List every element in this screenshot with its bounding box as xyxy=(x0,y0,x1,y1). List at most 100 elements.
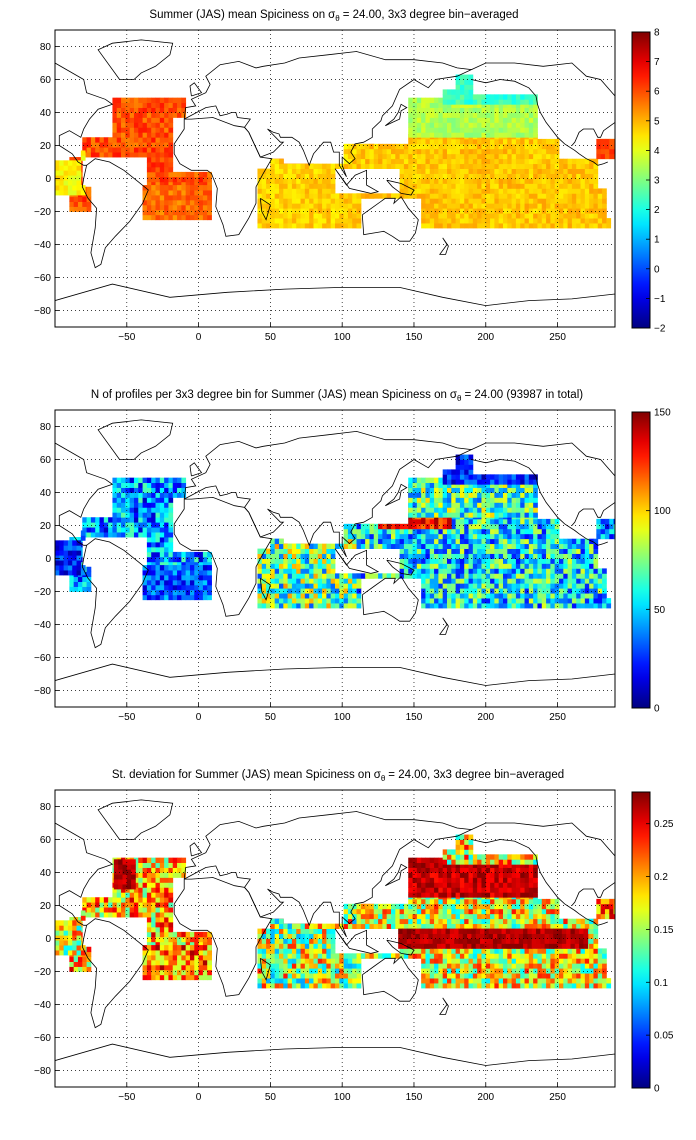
heatmap-cell xyxy=(515,588,521,594)
heatmap-cell xyxy=(172,214,178,221)
heatmap-cell xyxy=(494,203,500,209)
heatmap-cell xyxy=(459,138,465,145)
heatmap-cell xyxy=(490,507,495,513)
heatmap-cell xyxy=(494,578,500,584)
heatmap-cell xyxy=(507,568,513,574)
heatmap-cell xyxy=(159,912,165,918)
heatmap-cell xyxy=(99,527,105,533)
heatmap-cell xyxy=(55,160,60,166)
heatmap-cell xyxy=(464,143,469,150)
heatmap-cell xyxy=(507,548,513,554)
heatmap-cell xyxy=(369,543,375,549)
heatmap-cell xyxy=(533,203,538,209)
heatmap-cell xyxy=(369,158,375,165)
heatmap-cell xyxy=(151,907,156,913)
heatmap-cell xyxy=(138,512,143,518)
heatmap-cell xyxy=(168,912,174,918)
heatmap-cell xyxy=(546,218,551,224)
heatmap-cell xyxy=(118,859,123,865)
heatmap-cell xyxy=(554,553,560,559)
heatmap-cell xyxy=(541,213,547,219)
heatmap-cell xyxy=(425,568,431,574)
heatmap-cell xyxy=(442,117,448,123)
heatmap-cell xyxy=(455,492,461,498)
heatmap-cell xyxy=(207,561,212,568)
heatmap-cell xyxy=(261,173,267,179)
heatmap-cell xyxy=(507,127,513,133)
heatmap-cell xyxy=(356,538,362,545)
heatmap-cell xyxy=(159,190,165,196)
heatmap-cell xyxy=(546,543,551,549)
heatmap-cell xyxy=(554,543,560,549)
heatmap-cell xyxy=(270,583,276,589)
heatmap-cell xyxy=(207,199,212,206)
heatmap-cell xyxy=(116,122,122,128)
heatmap-cell xyxy=(455,198,461,204)
heatmap-cell xyxy=(524,153,530,160)
heatmap-cell xyxy=(528,107,534,113)
heatmap-cell xyxy=(177,931,182,938)
heatmap-cell xyxy=(477,148,482,155)
heatmap-cell xyxy=(580,168,586,174)
heatmap-cell xyxy=(168,152,174,158)
heatmap-cell xyxy=(576,563,581,569)
heatmap-cell xyxy=(391,523,396,530)
heatmap-cell xyxy=(438,223,444,229)
heatmap-cell xyxy=(138,137,143,143)
heatmap-cell xyxy=(447,132,452,138)
heatmap-cell xyxy=(429,492,435,498)
heatmap-cell xyxy=(63,190,69,196)
heatmap-cell xyxy=(584,598,590,604)
heatmap-cell xyxy=(194,570,199,576)
heatmap-cell xyxy=(576,163,581,169)
heatmap-cell xyxy=(524,183,530,189)
y-tick-label: 20 xyxy=(40,521,52,532)
heatmap-cell xyxy=(485,479,491,485)
heatmap-cell xyxy=(429,112,435,118)
heatmap-cell xyxy=(515,117,521,123)
heatmap-cell xyxy=(304,218,310,224)
heatmap-cell xyxy=(472,223,478,229)
heatmap-cell xyxy=(520,603,525,609)
heatmap-cell xyxy=(447,102,452,108)
heatmap-cell xyxy=(146,152,152,158)
colorbar-tick-label: 7 xyxy=(654,57,660,68)
heatmap-cell xyxy=(520,203,525,209)
heatmap-cell xyxy=(481,507,487,513)
heatmap-cell xyxy=(416,183,422,189)
heatmap-cell xyxy=(291,173,297,179)
y-tick-label: 20 xyxy=(40,141,52,152)
heatmap-cell xyxy=(438,218,444,224)
heatmap-cell xyxy=(90,147,96,153)
heatmap-cell xyxy=(395,573,401,579)
heatmap-cell xyxy=(67,945,73,951)
heatmap-cell xyxy=(520,492,525,498)
heatmap-cell xyxy=(472,573,478,579)
heatmap-cell xyxy=(270,218,276,224)
coastline xyxy=(183,51,473,178)
heatmap-cell xyxy=(425,183,431,189)
heatmap-cell xyxy=(503,107,508,113)
heatmap-cell xyxy=(472,588,478,594)
heatmap-cell xyxy=(322,198,327,204)
heatmap-cell xyxy=(447,538,452,545)
heatmap-cell xyxy=(563,178,569,184)
heatmap-cell xyxy=(429,223,435,229)
heatmap-cell xyxy=(274,598,280,604)
heatmap-cell xyxy=(580,218,586,224)
heatmap-cell xyxy=(159,162,165,168)
heatmap-cell xyxy=(168,579,174,586)
heatmap-cell xyxy=(168,867,174,873)
heatmap-cell xyxy=(464,558,469,564)
heatmap-cell xyxy=(563,208,569,214)
heatmap-cell xyxy=(142,507,148,513)
heatmap-cell xyxy=(559,168,564,174)
heatmap-cell xyxy=(459,99,465,105)
heatmap-cell xyxy=(146,512,152,518)
heatmap-cell xyxy=(520,218,525,224)
heatmap-cell xyxy=(172,97,178,103)
heatmap-cell xyxy=(533,482,538,488)
heatmap-cell xyxy=(80,535,86,541)
heatmap-cell xyxy=(330,593,336,599)
y-tick-label: 60 xyxy=(40,455,52,466)
